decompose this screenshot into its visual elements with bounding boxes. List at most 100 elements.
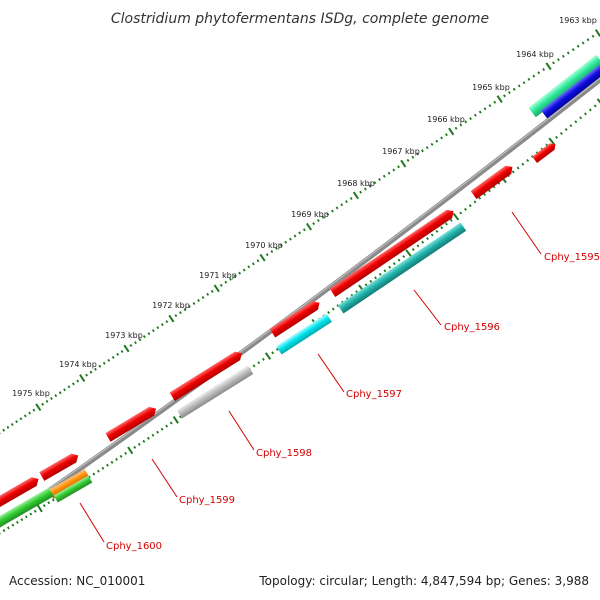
gene-label[interactable]: Cphy_1597: [346, 389, 402, 400]
minor-tick: [569, 124, 573, 128]
leader-line: [317, 353, 345, 393]
minor-tick: [2, 428, 6, 432]
gene-arrow[interactable]: [532, 141, 558, 164]
minor-tick: [440, 226, 444, 230]
kbp-label: 1963 kbp: [559, 16, 597, 25]
gene-bar[interactable]: [276, 313, 332, 355]
minor-tick: [129, 344, 133, 347]
minor-tick: [138, 338, 142, 342]
major-tick: [127, 446, 134, 455]
minor-tick: [29, 512, 33, 516]
kbp-label: 1964 kbp: [516, 50, 554, 59]
minor-tick: [156, 430, 159, 434]
minor-tick: [516, 166, 520, 170]
gene-bar[interactable]: [541, 57, 600, 119]
gene-label[interactable]: Cphy_1595: [544, 252, 600, 263]
gene-label[interactable]: Cphy_1600: [106, 541, 162, 552]
minor-tick: [265, 253, 269, 257]
minor-tick: [251, 262, 255, 266]
minor-tick: [374, 276, 377, 280]
minor-tick: [416, 152, 420, 156]
minor-tick: [178, 311, 182, 315]
gene-label[interactable]: Cphy_1596: [444, 322, 500, 333]
minor-tick: [392, 262, 396, 266]
gene-label[interactable]: Cphy_1598: [256, 448, 312, 459]
minor-tick: [435, 139, 439, 143]
minor-tick: [47, 501, 51, 505]
minor-tick: [20, 518, 24, 522]
minor-tick: [119, 454, 123, 458]
kbp-label: 1966 kbp: [427, 115, 465, 124]
minor-tick: [406, 158, 410, 162]
gene-bar[interactable]: [176, 365, 254, 419]
minor-tick: [454, 126, 458, 130]
minor-tick: [271, 351, 275, 355]
minor-tick: [532, 74, 536, 78]
gene-bar[interactable]: [337, 222, 467, 314]
genes-reverse-strand: [0, 54, 600, 533]
gene-arrow[interactable]: [169, 349, 245, 401]
gene-arrow[interactable]: [0, 475, 41, 510]
minor-tick: [542, 68, 546, 71]
minor-tick: [247, 265, 251, 269]
leader-line: [511, 211, 542, 255]
minor-tick: [363, 187, 367, 191]
minor-tick: [63, 388, 66, 392]
minor-tick: [555, 135, 559, 139]
kbp-label: 1973 kbp: [105, 331, 143, 340]
gene-bar[interactable]: [0, 487, 54, 533]
minor-tick: [561, 54, 565, 58]
minor-tick: [242, 268, 246, 272]
gene-bar[interactable]: [48, 469, 90, 499]
gene-arrow[interactable]: [329, 207, 457, 297]
minor-tick: [174, 314, 178, 318]
minor-tick: [359, 190, 363, 194]
minor-tick: [270, 250, 274, 253]
minor-tick: [111, 355, 115, 359]
minor-tick: [564, 128, 568, 132]
minor-tick: [402, 255, 406, 259]
minor-tick: [156, 326, 160, 330]
genes-forward-strand: [0, 141, 558, 510]
minor-tick: [397, 258, 401, 262]
minor-tick: [435, 229, 439, 233]
major-tick: [213, 284, 220, 293]
kbp-label: 1968 kbp: [337, 179, 375, 188]
minor-tick: [425, 237, 429, 241]
minor-tick: [96, 469, 100, 473]
minor-tick: [151, 329, 155, 333]
accession-text: Accession: NC_010001: [9, 574, 146, 588]
major-tick: [123, 344, 130, 353]
minor-tick: [23, 414, 27, 418]
minor-tick: [41, 402, 45, 406]
minor-tick: [340, 203, 344, 207]
major-tick: [264, 352, 272, 360]
gene-arrow[interactable]: [105, 404, 158, 442]
gene-arrow[interactable]: [39, 451, 80, 481]
minor-tick: [24, 515, 28, 519]
minor-tick: [169, 421, 173, 425]
minor-tick: [252, 364, 256, 368]
minor-tick: [388, 265, 392, 269]
minor-tick: [327, 310, 331, 315]
minor-tick: [430, 142, 434, 146]
minor-tick: [188, 305, 191, 308]
minor-tick: [373, 181, 377, 185]
gene-bar[interactable]: [53, 475, 93, 503]
gene-bar[interactable]: [528, 54, 600, 118]
gene-label[interactable]: Cphy_1599: [179, 495, 235, 506]
gene-arrow[interactable]: [470, 163, 516, 200]
minor-tick: [85, 373, 88, 377]
minor-tick: [106, 463, 109, 467]
minor-tick: [507, 91, 511, 94]
minor-tick: [425, 146, 429, 150]
minor-tick: [293, 234, 297, 238]
minor-tick: [110, 460, 114, 464]
minor-tick: [526, 158, 530, 162]
minor-tick: [102, 361, 106, 365]
minor-tick: [2, 529, 6, 533]
minor-tick: [51, 498, 55, 502]
major-tick: [448, 127, 455, 136]
major-tick: [36, 504, 43, 513]
gene-arrow[interactable]: [269, 299, 322, 338]
